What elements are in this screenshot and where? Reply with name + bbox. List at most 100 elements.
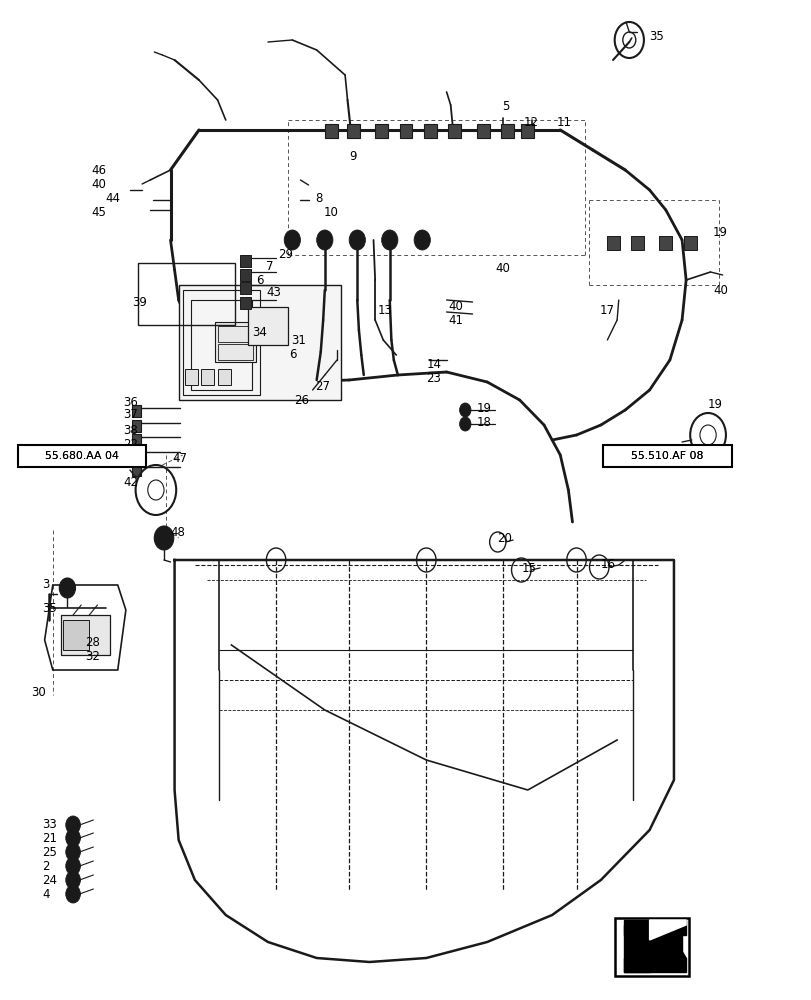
Circle shape — [316, 230, 333, 250]
Text: 21: 21 — [123, 452, 138, 466]
Text: 24: 24 — [42, 874, 57, 886]
Bar — [239, 297, 251, 309]
Bar — [217, 326, 253, 342]
Text: 35: 35 — [42, 602, 57, 615]
Circle shape — [154, 526, 174, 550]
Text: 39: 39 — [132, 296, 147, 310]
Bar — [215, 322, 255, 362]
Text: 8: 8 — [315, 192, 322, 205]
Circle shape — [349, 230, 365, 250]
Text: 4: 4 — [42, 888, 49, 900]
Circle shape — [66, 829, 80, 847]
Text: 41: 41 — [448, 314, 462, 326]
Bar — [217, 369, 230, 385]
Bar — [399, 124, 412, 138]
Bar — [131, 405, 141, 417]
Text: 21: 21 — [42, 832, 57, 846]
Bar — [201, 369, 214, 385]
Text: 16: 16 — [600, 558, 615, 570]
Text: 33: 33 — [42, 818, 57, 832]
Text: 40: 40 — [712, 284, 727, 296]
Text: 43: 43 — [266, 286, 281, 300]
Text: 35: 35 — [649, 29, 663, 42]
Text: 18: 18 — [476, 416, 491, 430]
Text: 28: 28 — [85, 637, 100, 650]
Bar — [324, 124, 337, 138]
Bar — [602, 445, 732, 467]
Bar — [239, 269, 251, 281]
Bar — [521, 124, 534, 138]
Text: 20: 20 — [496, 532, 511, 544]
Bar — [346, 124, 359, 138]
Bar — [239, 255, 251, 267]
Text: 10: 10 — [323, 207, 337, 220]
Bar — [247, 307, 288, 345]
Text: 6: 6 — [256, 273, 264, 286]
Text: 17: 17 — [599, 304, 613, 316]
Text: 12: 12 — [523, 116, 538, 129]
Bar — [630, 236, 643, 250]
Circle shape — [59, 578, 75, 598]
Text: 13: 13 — [377, 304, 392, 316]
Text: 19: 19 — [707, 398, 722, 412]
Circle shape — [414, 230, 430, 250]
Text: 40: 40 — [448, 300, 462, 314]
Bar — [423, 124, 436, 138]
Text: 3: 3 — [42, 578, 49, 591]
Text: 15: 15 — [521, 562, 535, 576]
Text: 6: 6 — [289, 349, 296, 361]
Bar — [185, 369, 198, 385]
Circle shape — [284, 230, 300, 250]
Bar — [131, 434, 141, 446]
Bar — [239, 282, 251, 294]
Polygon shape — [623, 958, 685, 972]
Text: 9: 9 — [349, 150, 356, 163]
Circle shape — [381, 230, 397, 250]
Text: 7: 7 — [266, 260, 273, 273]
Bar — [500, 124, 513, 138]
Circle shape — [66, 843, 80, 861]
Polygon shape — [623, 925, 681, 972]
Bar — [18, 445, 146, 467]
Text: 36: 36 — [123, 395, 138, 408]
Bar — [131, 464, 141, 476]
Bar — [659, 236, 672, 250]
Text: 44: 44 — [105, 192, 120, 205]
Circle shape — [459, 417, 470, 431]
Text: 26: 26 — [294, 393, 308, 406]
Circle shape — [66, 816, 80, 834]
Text: 14: 14 — [426, 359, 440, 371]
Bar — [138, 263, 235, 325]
Circle shape — [66, 885, 80, 903]
Text: 19: 19 — [476, 402, 491, 416]
Circle shape — [66, 871, 80, 889]
Text: 37: 37 — [123, 408, 138, 422]
Bar — [476, 124, 489, 138]
Text: 29: 29 — [277, 247, 292, 260]
Text: 32: 32 — [85, 650, 100, 664]
Text: 22: 22 — [123, 438, 138, 450]
Text: 34: 34 — [251, 326, 266, 338]
Bar — [178, 285, 341, 400]
Text: 1: 1 — [606, 452, 613, 466]
Text: 40: 40 — [495, 261, 509, 274]
Bar — [182, 290, 260, 395]
Text: 55.680.AA 04: 55.680.AA 04 — [45, 451, 118, 461]
Text: 19: 19 — [712, 226, 727, 238]
Text: 55.510.AF 08: 55.510.AF 08 — [630, 451, 703, 461]
Bar — [131, 420, 141, 432]
Circle shape — [459, 403, 470, 417]
Polygon shape — [623, 920, 685, 935]
Text: 45: 45 — [91, 206, 105, 219]
Text: 55.680.AA 04: 55.680.AA 04 — [45, 451, 118, 461]
Text: 11: 11 — [556, 116, 570, 129]
Bar — [375, 124, 388, 138]
Text: 25: 25 — [42, 846, 57, 858]
Circle shape — [66, 857, 80, 875]
Bar — [61, 615, 109, 655]
Text: 27: 27 — [315, 379, 329, 392]
Polygon shape — [645, 925, 685, 958]
Text: 23: 23 — [426, 372, 440, 385]
Text: 42: 42 — [123, 476, 138, 488]
Polygon shape — [649, 920, 685, 940]
